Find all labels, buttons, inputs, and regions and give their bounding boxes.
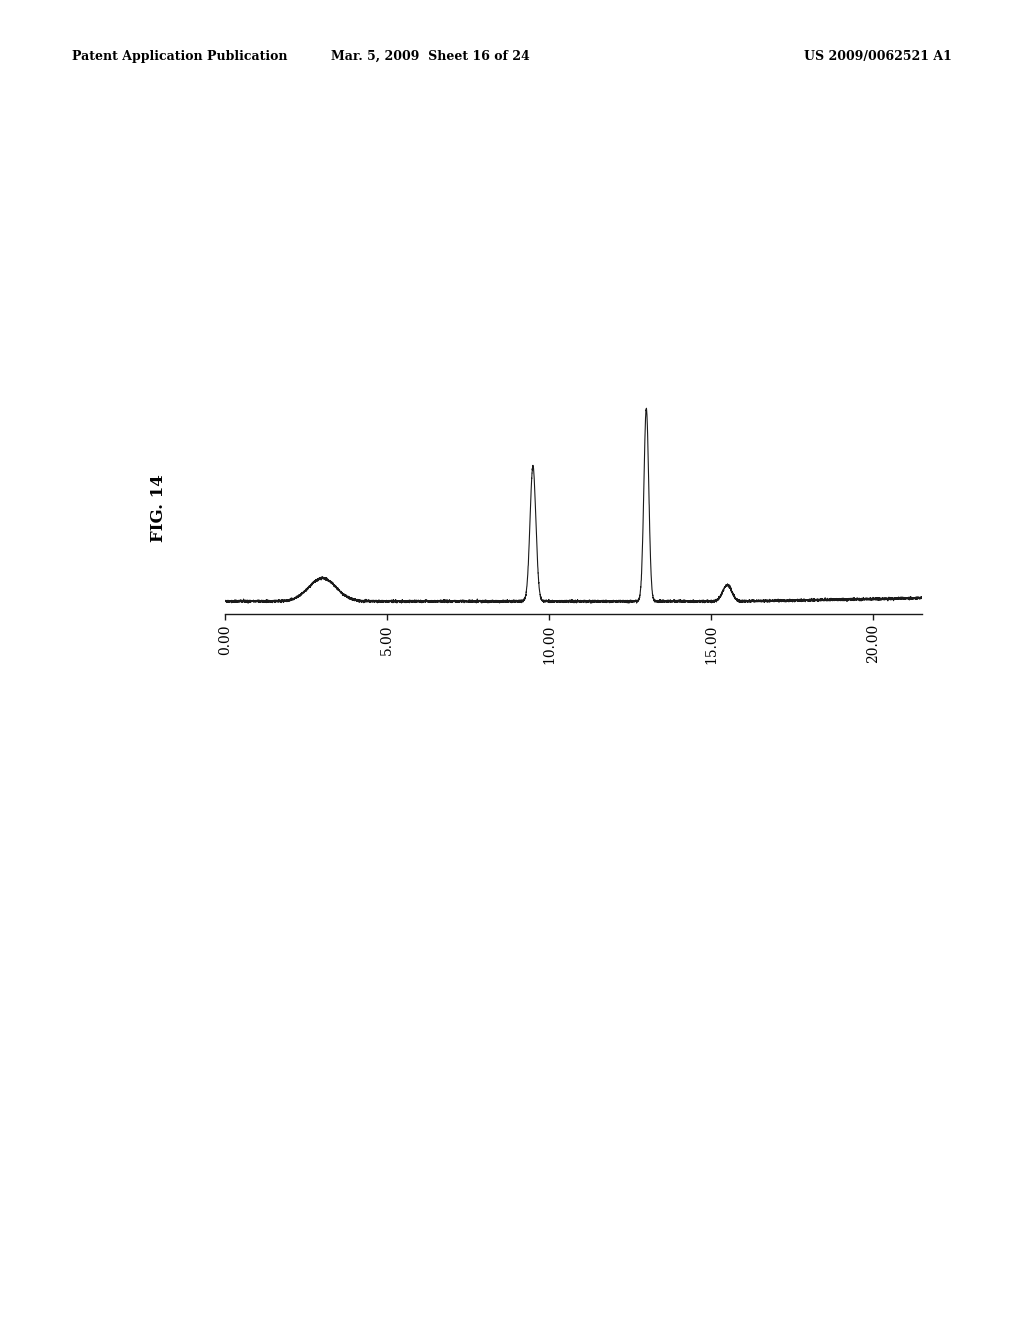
Text: US 2009/0062521 A1: US 2009/0062521 A1 — [805, 50, 952, 63]
Text: FIG. 14: FIG. 14 — [151, 474, 167, 543]
Text: Patent Application Publication: Patent Application Publication — [72, 50, 287, 63]
Text: Mar. 5, 2009  Sheet 16 of 24: Mar. 5, 2009 Sheet 16 of 24 — [331, 50, 529, 63]
